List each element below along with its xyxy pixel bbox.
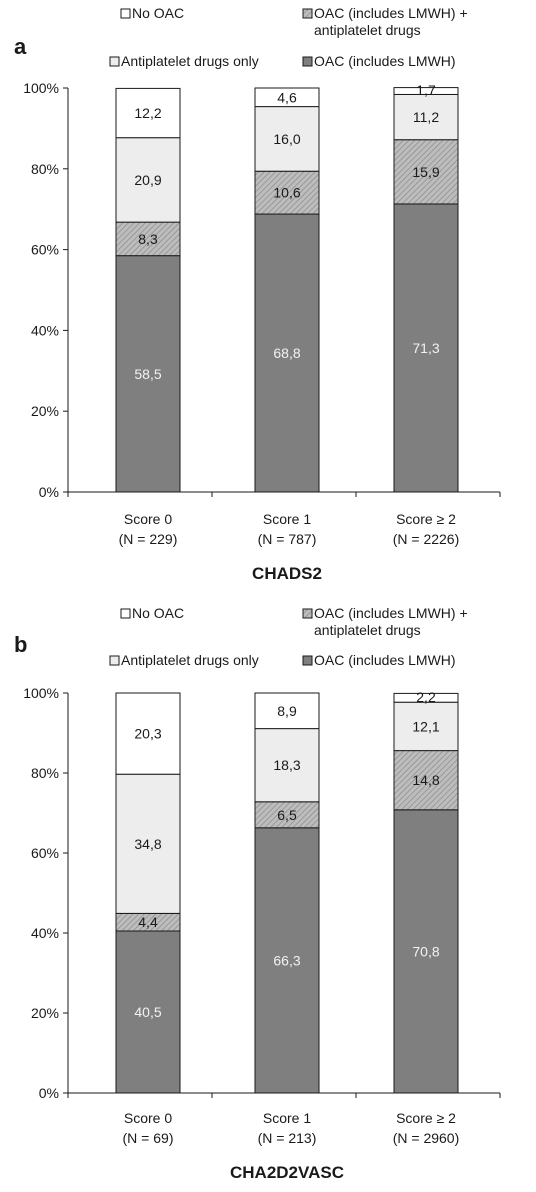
y-tick-label: 40% — [31, 925, 59, 941]
y-tick-label: 40% — [31, 322, 59, 338]
legend-label-oac-plus-antiplatelet-cont: antiplatelet drugs — [314, 622, 421, 638]
y-tick-label: 60% — [31, 242, 59, 258]
data-label-oac: 58,5 — [134, 366, 161, 382]
panel-a-label: a — [14, 34, 27, 59]
legend-label-oac: OAC (includes LMWH) — [314, 53, 456, 69]
data-label-no-oac: 20,3 — [134, 726, 161, 742]
data-label-no-oac: 4,6 — [277, 89, 297, 105]
legend-label-oac-plus-antiplatelet: OAC (includes LMWH) + — [314, 5, 468, 21]
x-category-count: (N = 787) — [258, 531, 317, 547]
x-category-count: (N = 229) — [119, 531, 178, 547]
panel-b-plot: 0% 20% 40% 60% 80% 100% 40,5 4,4 34,8 20,3 Score 0… — [23, 685, 500, 1146]
data-label-oac-plus-antiplatelet: 8,3 — [138, 231, 158, 247]
legend-swatch-no-oac — [121, 609, 130, 618]
legend-label-no-oac: No OAC — [132, 605, 184, 621]
x-category-label: Score 1 — [263, 1110, 311, 1126]
data-label-antiplatelet-only: 11,2 — [413, 109, 439, 125]
legend-label-antiplatelet-only: Antiplatelet drugs only — [121, 53, 259, 69]
data-label-oac-plus-antiplatelet: 15,9 — [412, 164, 439, 180]
x-category-label: Score 1 — [263, 511, 311, 527]
x-category-label: Score 0 — [124, 1110, 172, 1126]
y-tick-label: 100% — [23, 685, 59, 701]
y-tick-label: 20% — [31, 1005, 59, 1021]
data-label-no-oac: 12,2 — [134, 105, 161, 121]
data-label-oac-plus-antiplatelet: 10,6 — [273, 185, 300, 201]
data-label-antiplatelet-only: 20,9 — [134, 172, 161, 188]
data-label-oac: 70,8 — [412, 943, 439, 959]
data-label-antiplatelet-only: 34,8 — [134, 836, 161, 852]
data-label-antiplatelet-only: 16,0 — [273, 131, 300, 147]
x-category-count: (N = 213) — [258, 1130, 317, 1146]
x-category-count: (N = 69) — [123, 1130, 174, 1146]
legend-label-oac-plus-antiplatelet: OAC (includes LMWH) + — [314, 605, 468, 621]
data-label-oac-plus-antiplatelet: 14,8 — [412, 772, 439, 788]
panel-a-legend: No OAC OAC (includes LMWH) + antiplatele… — [110, 5, 468, 69]
panel-b: b No OAC OAC (includes LMWH) + antiplate… — [14, 605, 500, 1182]
panel-b-legend: No OAC OAC (includes LMWH) + antiplatele… — [110, 605, 468, 668]
data-label-oac-plus-antiplatelet: 6,5 — [277, 807, 297, 823]
y-tick-label: 80% — [31, 765, 59, 781]
data-label-antiplatelet-only: 12,1 — [412, 718, 439, 734]
panel-a: a No OAC OAC (includes LMWH) + antiplate… — [14, 5, 500, 583]
data-label-oac: 40,5 — [134, 1004, 161, 1020]
panel-a-plot: 0% 20% 40% 60% 80% 100% 58,5 8,3 20,9 12,2 Score 0… — [23, 80, 500, 547]
legend-swatch-no-oac — [121, 9, 130, 18]
data-label-oac: 66,3 — [273, 952, 300, 968]
legend-swatch-antiplatelet-only — [110, 656, 119, 665]
y-tick-label: 100% — [23, 80, 59, 96]
y-tick-label: 0% — [39, 484, 59, 500]
y-tick-label: 0% — [39, 1085, 59, 1101]
panel-a-xlabel: CHADS2 — [252, 564, 322, 583]
legend-swatch-oac-plus-antiplatelet — [303, 9, 312, 18]
legend-swatch-oac — [303, 57, 312, 66]
legend-label-no-oac: No OAC — [132, 5, 184, 21]
x-category-count: (N = 2960) — [393, 1130, 460, 1146]
y-tick-label: 80% — [31, 161, 59, 177]
legend-label-antiplatelet-only: Antiplatelet drugs only — [121, 652, 259, 668]
x-category-label: Score ≥ 2 — [396, 511, 456, 527]
legend-label-oac: OAC (includes LMWH) — [314, 652, 456, 668]
y-tick-label: 60% — [31, 845, 59, 861]
x-category-label: Score 0 — [124, 511, 172, 527]
legend-swatch-oac-plus-antiplatelet — [303, 609, 312, 618]
x-category-label: Score ≥ 2 — [396, 1110, 456, 1126]
legend-swatch-antiplatelet-only — [110, 57, 119, 66]
data-label-oac: 71,3 — [412, 340, 439, 356]
data-label-no-oac: 8,9 — [277, 703, 297, 719]
data-label-no-oac: 2,2 — [416, 689, 436, 705]
y-tick-label: 20% — [31, 403, 59, 419]
legend-swatch-oac — [303, 656, 312, 665]
panel-b-label: b — [14, 632, 27, 657]
data-label-no-oac: 1,7 — [416, 82, 436, 98]
data-label-antiplatelet-only: 18,3 — [273, 757, 300, 773]
panel-b-xlabel: CHA2D2VASC — [230, 1163, 344, 1182]
x-category-count: (N = 2226) — [393, 531, 460, 547]
data-label-oac: 68,8 — [273, 345, 300, 361]
data-label-oac-plus-antiplatelet: 4,4 — [138, 914, 158, 930]
legend-label-oac-plus-antiplatelet-cont: antiplatelet drugs — [314, 22, 421, 38]
